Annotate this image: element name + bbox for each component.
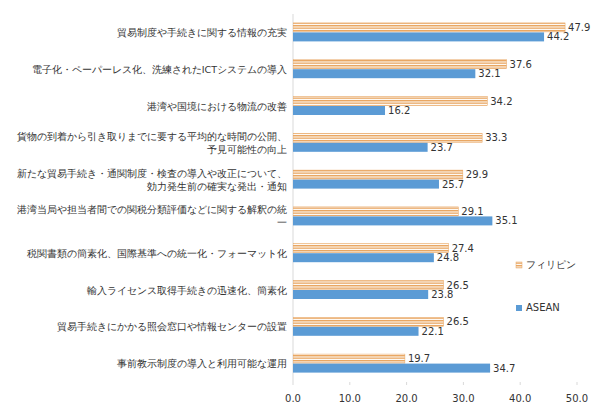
category-label: 貿易制度や手続きに関する情報の充実	[117, 27, 287, 38]
data-label: 33.3	[485, 132, 507, 143]
category-label: 電子化・ペーパーレス化、洗練されたICTシステムの導入	[32, 64, 287, 75]
category-label: 港湾当局や担当者間での関税分類評価などに関する解釈の統一	[17, 204, 287, 228]
bar	[293, 207, 458, 216]
category-label: 事前教示制度の導入と利用可能な運用	[117, 358, 287, 369]
bar	[293, 244, 449, 253]
category-label: 新たな貿易手続き・通関制度・検査の導入や改正について、効力発生前の確実な発出・通…	[17, 168, 287, 192]
data-label: 19.7	[408, 353, 430, 364]
bars	[293, 23, 565, 373]
bar	[293, 23, 565, 32]
legend-swatch	[516, 305, 522, 311]
bar	[293, 290, 428, 299]
bar	[293, 60, 507, 69]
bar	[293, 364, 490, 373]
bar	[293, 143, 428, 152]
category-label: 輸入ライセンス取得手続きの迅速化、簡素化	[87, 285, 287, 296]
data-label: 32.1	[478, 68, 500, 79]
bar	[293, 281, 444, 290]
bar	[293, 133, 482, 142]
data-label: 35.1	[495, 215, 517, 226]
tick	[293, 382, 294, 385]
legend-label: フィリピン	[526, 259, 576, 270]
tick-label: 30.0	[452, 393, 474, 404]
tick-label: 0.0	[285, 393, 301, 404]
bar	[293, 180, 439, 189]
category-label: 貨物の到着から引き取りまでに要する平均的な時間の公開、予見可能性の向上	[17, 131, 287, 155]
category-label: 貿易手続きにかかる照会窓口や情報センターの設置	[57, 321, 287, 332]
data-label: 44.2	[547, 31, 569, 42]
tick	[520, 382, 521, 385]
data-label: 16.2	[388, 105, 410, 116]
bar	[293, 253, 434, 262]
data-label: 47.9	[568, 22, 590, 33]
bar	[293, 106, 385, 115]
legend-swatch	[516, 262, 522, 268]
category-label: 港湾や国境における物流の改善	[147, 101, 287, 112]
tick	[463, 382, 464, 385]
data-label: 22.1	[422, 326, 444, 337]
bar	[293, 32, 544, 41]
data-label: 29.1	[461, 206, 483, 217]
chart: 0.0 10.0 20.0 30.0 40.0 50.0 貿易制度や手続きに関する情報の充実…	[0, 0, 605, 410]
category-label: 税関書類の簡素化、国際基準への統一化・フォーマット化	[27, 248, 287, 259]
data-label: 25.7	[442, 179, 464, 190]
data-label: 26.5	[447, 316, 469, 327]
legend-label: ASEAN	[526, 302, 560, 313]
data-label: 34.7	[493, 363, 515, 374]
bar	[293, 354, 405, 363]
tick	[406, 382, 407, 385]
tick-label: 40.0	[509, 393, 531, 404]
bar	[293, 327, 419, 336]
tick-label: 50.0	[566, 393, 588, 404]
data-label: 23.7	[431, 142, 453, 153]
data-label: 29.9	[466, 169, 488, 180]
bar	[293, 170, 463, 179]
bar	[293, 216, 492, 225]
data-label: 37.6	[510, 59, 532, 70]
tick	[577, 382, 578, 385]
tick-label: 10.0	[339, 393, 361, 404]
bar	[293, 69, 475, 78]
tick-label: 20.0	[395, 393, 417, 404]
data-label: 23.8	[431, 289, 453, 300]
data-label: 24.8	[437, 252, 459, 263]
tick	[349, 382, 350, 385]
data-label: 34.2	[490, 96, 512, 107]
